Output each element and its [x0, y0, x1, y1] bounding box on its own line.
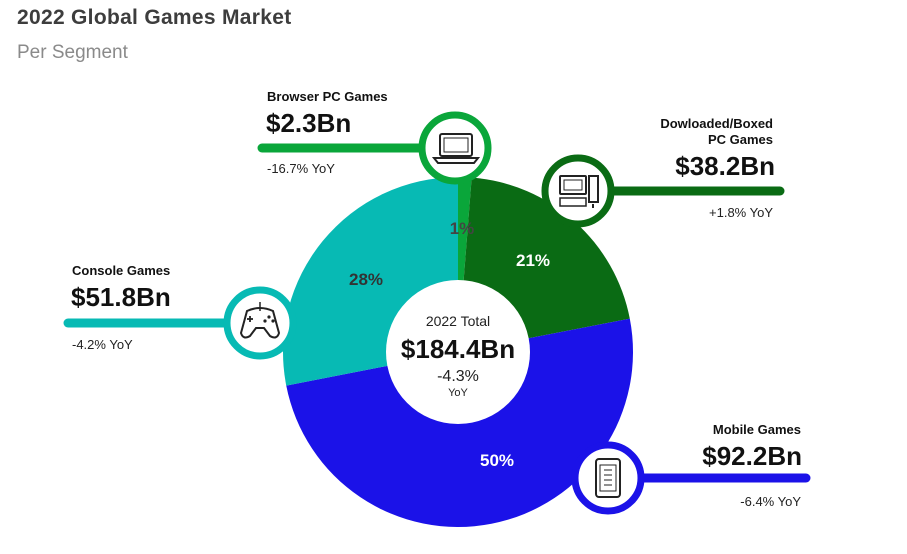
- segment-value-mobile: $92.2Bn: [702, 441, 802, 471]
- gamepad-icon: [223, 286, 297, 360]
- segment-name-console: Console Games: [72, 263, 170, 278]
- smartphone-icon: [571, 441, 645, 515]
- desktop-computer-icon: [541, 154, 615, 228]
- segment-name-mobile: Mobile Games: [713, 422, 801, 437]
- segment-value-browser: $2.3Bn: [266, 108, 351, 138]
- percent-label-downloaded: 21%: [516, 251, 550, 270]
- segment-name-browser: Browser PC Games: [267, 89, 388, 104]
- center-total-value: $184.4Bn: [401, 334, 515, 364]
- chart-subtitle: Per Segment: [17, 42, 128, 63]
- segment-value-console: $51.8Bn: [71, 282, 171, 312]
- center-yoy-label: YoY: [448, 387, 468, 399]
- laptop-icon: [418, 111, 492, 185]
- center-yoy-value: -4.3%: [437, 368, 479, 385]
- percent-label-browser: 1%: [450, 219, 475, 238]
- center-circle: [386, 280, 530, 424]
- percent-label-mobile: 50%: [480, 451, 514, 470]
- segment-yoy-mobile: -6.4% YoY: [740, 494, 801, 509]
- segment-name-downloaded-line2: PC Games: [708, 132, 773, 147]
- segment-yoy-downloaded: +1.8% YoY: [709, 205, 773, 220]
- segment-value-downloaded: $38.2Bn: [675, 151, 775, 181]
- segment-yoy-browser: -16.7% YoY: [267, 161, 335, 176]
- segment-yoy-console: -4.2% YoY: [72, 337, 133, 352]
- center-label: 2022 Total: [426, 313, 490, 329]
- segment-name-downloaded-line1: Dowloaded/Boxed: [660, 116, 773, 131]
- percent-label-console: 28%: [349, 270, 383, 289]
- chart-title: 2022 Global Games Market: [17, 6, 292, 29]
